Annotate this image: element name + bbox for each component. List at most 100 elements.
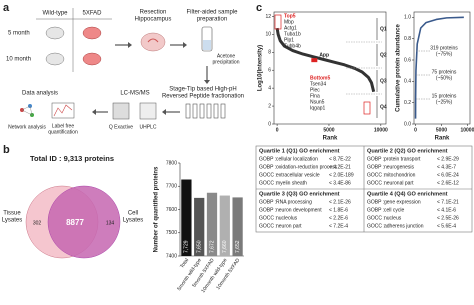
highlight-box [274, 14, 282, 30]
annotation: Top5 [284, 13, 296, 19]
tool-label: Network analysis [8, 124, 46, 130]
annotation: Tuba1b [284, 31, 301, 37]
venn-count: 8877 [66, 218, 84, 227]
bar [181, 179, 192, 256]
step-label: Stage-Tip based High-pH [169, 87, 236, 93]
go-pvalue: < 1.8E-6 [329, 207, 348, 213]
go-pvalue: < 2.6E-12 [437, 180, 459, 186]
quartile-label: Q2 [380, 52, 387, 58]
go-term: neuron development [276, 207, 322, 213]
go-category: GOCC : [259, 215, 277, 221]
annotation: (~25%) [436, 99, 453, 105]
step-label: Acetone [217, 53, 236, 59]
value-label: 7,729 [184, 240, 190, 253]
go-term: neuronal part [384, 180, 414, 186]
x-tick-label: 10000 [460, 127, 474, 133]
quartile-label: Q3 [380, 78, 387, 84]
annotation: 15 proteins [432, 93, 457, 99]
genotype-label: Wild-type [42, 11, 68, 17]
annotation: (~50%) [436, 75, 453, 81]
y-tick-label: 7500 [166, 230, 177, 236]
tool-label: UHPLC [140, 124, 157, 130]
go-pvalue: < 4.1E-6 [437, 207, 456, 213]
go-term: myelin sheath [276, 180, 307, 186]
step-label: Reversed Peptide fractionation [162, 94, 244, 100]
y-tick-label: 0.2 [404, 100, 411, 106]
go-category: GOCC : [259, 223, 277, 229]
go-term: cell cycle [384, 207, 405, 213]
go-category: GOBP : [367, 164, 384, 170]
go-pvalue: < 2.5E-26 [437, 215, 459, 221]
venn-set-label: Lysates [2, 218, 22, 224]
bar [219, 195, 230, 256]
go-term: neuron part [276, 223, 302, 229]
genotype-label: 5XFAD [82, 11, 102, 17]
annotation: App [319, 52, 329, 58]
go-category: GOCC : [259, 180, 277, 186]
bar [232, 197, 243, 256]
x-tick-label: Total [179, 257, 190, 269]
go-category: GOCC : [259, 172, 277, 178]
go-category: GOBP : [259, 207, 276, 213]
annotation: Mbp [284, 19, 294, 25]
x-tick-label: 5000 [323, 127, 334, 133]
annotation: Iqgap1 [310, 105, 326, 111]
go-term: protein transport [384, 156, 421, 162]
go-pvalue: < 2.1E-26 [329, 199, 351, 205]
go-term: cellular localization [276, 156, 318, 162]
panel-label: b [3, 144, 10, 156]
venn-title: Total ID : 9,313 proteins [30, 154, 114, 163]
annotation: (~75%) [436, 51, 453, 57]
venn-set-label: Tissue [3, 211, 21, 217]
annotation: Plec [310, 87, 320, 93]
y-tick-label: 1.0 [404, 15, 411, 21]
x-axis-label: Rank [435, 136, 450, 142]
go-pvalue: < 7.1E-21 [437, 199, 459, 205]
go-pvalue: < 5.6E-4 [437, 223, 456, 229]
y-tick-label: 0.6 [404, 57, 411, 63]
tool-label: quantification [48, 129, 78, 135]
value-label: 7,652 [235, 240, 241, 253]
x-tick-label: 10000 [374, 127, 388, 133]
y-tick-label: 0 [268, 121, 271, 127]
y-axis-label: Cumulative protein abundance [396, 24, 402, 112]
annotation: Plp1 [284, 37, 294, 43]
go-category: GOBP : [367, 207, 384, 213]
venn-set-label: Lysates [123, 218, 143, 224]
data-line [414, 16, 464, 119]
go-block-title: Quartile 1 (Q1) GO enrichment [259, 148, 340, 154]
step-label: Hippocampus [135, 17, 172, 23]
annotation: Bottom5 [310, 75, 330, 81]
plot-frame [273, 11, 387, 125]
go-term: neurogenesis [384, 164, 415, 170]
y-tick-label: 7600 [166, 207, 177, 213]
go-category: GOCC : [367, 172, 385, 178]
x-axis-label: Rank [323, 136, 338, 142]
go-pvalue: < 2.0E-189 [329, 172, 354, 178]
annotation: Actg1 [284, 25, 297, 31]
go-pvalue: < 4.2E-21 [329, 164, 351, 170]
plot-frame [413, 11, 471, 125]
annotation: Tubb4b [284, 43, 301, 49]
highlight-marker [311, 58, 318, 63]
y-axis-label: Number of quantified proteins [154, 166, 160, 252]
quartile-label: Q4 [380, 104, 387, 110]
y-tick-label: 12 [265, 14, 271, 20]
highlight-box [363, 101, 371, 115]
bar [206, 192, 218, 256]
age-label: 5 month [8, 31, 30, 37]
x-tick-label: 0 [276, 127, 279, 133]
step-label: precipitation [213, 59, 240, 65]
venn-count: 302 [33, 220, 42, 226]
age-label: 10 month [6, 57, 31, 63]
bar [194, 197, 205, 256]
go-term: adherens junction [384, 223, 424, 229]
tool-label: Q Exactive [109, 124, 133, 130]
step-label: LC-MS/MS [120, 91, 149, 97]
value-label: 7,672 [209, 240, 215, 253]
go-term: oxidation-reduction process [276, 164, 338, 170]
go-pvalue: < 8.7E-22 [329, 156, 351, 162]
y-tick-label: 4 [268, 85, 271, 91]
step-label: preparation [197, 17, 227, 23]
